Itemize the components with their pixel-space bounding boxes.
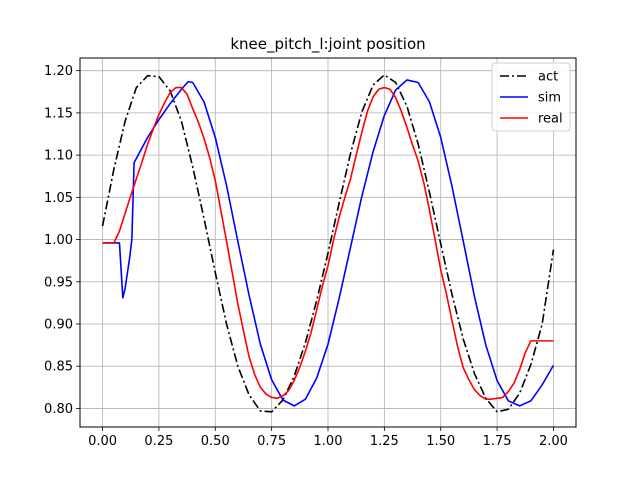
x-tick-label: 0.75 — [257, 434, 286, 449]
legend-label-act: act — [538, 70, 558, 85]
legend: act sim real — [491, 62, 571, 132]
series-line-sim — [102, 79, 555, 407]
x-tick-label: 1.00 — [314, 434, 343, 449]
y-axis: 0.80 0.85 0.90 0.95 1.00 1.05 1.10 1.15 1.20 — [44, 64, 80, 417]
series-line-act — [101, 74, 555, 413]
y-tick-label: 1.15 — [44, 106, 73, 121]
chart-title: knee_pitch_l:joint position — [230, 35, 425, 54]
series-line-real — [102, 86, 554, 400]
legend-box — [491, 62, 571, 132]
x-tick-label: 0.50 — [201, 434, 230, 449]
x-tick-label: 0.00 — [88, 434, 117, 449]
y-tick-label: 1.05 — [44, 191, 73, 206]
x-axis: 0.00 0.25 0.50 0.75 1.00 1.25 1.50 1.75 2.00 — [88, 427, 568, 449]
legend-label-sim: sim — [538, 91, 561, 106]
y-tick-label: 1.10 — [44, 149, 73, 164]
y-tick-label: 1.20 — [44, 64, 73, 79]
series-lines — [101, 74, 555, 413]
legend-label-real: real — [538, 112, 563, 127]
x-tick-label: 2.00 — [539, 434, 568, 449]
y-tick-label: 0.90 — [44, 317, 73, 332]
x-tick-label: 0.25 — [144, 434, 173, 449]
x-tick-label: 1.25 — [370, 434, 399, 449]
grid — [80, 58, 576, 427]
y-tick-label: 0.95 — [44, 275, 73, 290]
y-tick-label: 0.85 — [44, 360, 73, 375]
y-tick-label: 1.00 — [44, 233, 73, 248]
x-tick-label: 1.75 — [483, 434, 512, 449]
y-tick-label: 0.80 — [44, 402, 73, 417]
x-tick-label: 1.50 — [426, 434, 455, 449]
